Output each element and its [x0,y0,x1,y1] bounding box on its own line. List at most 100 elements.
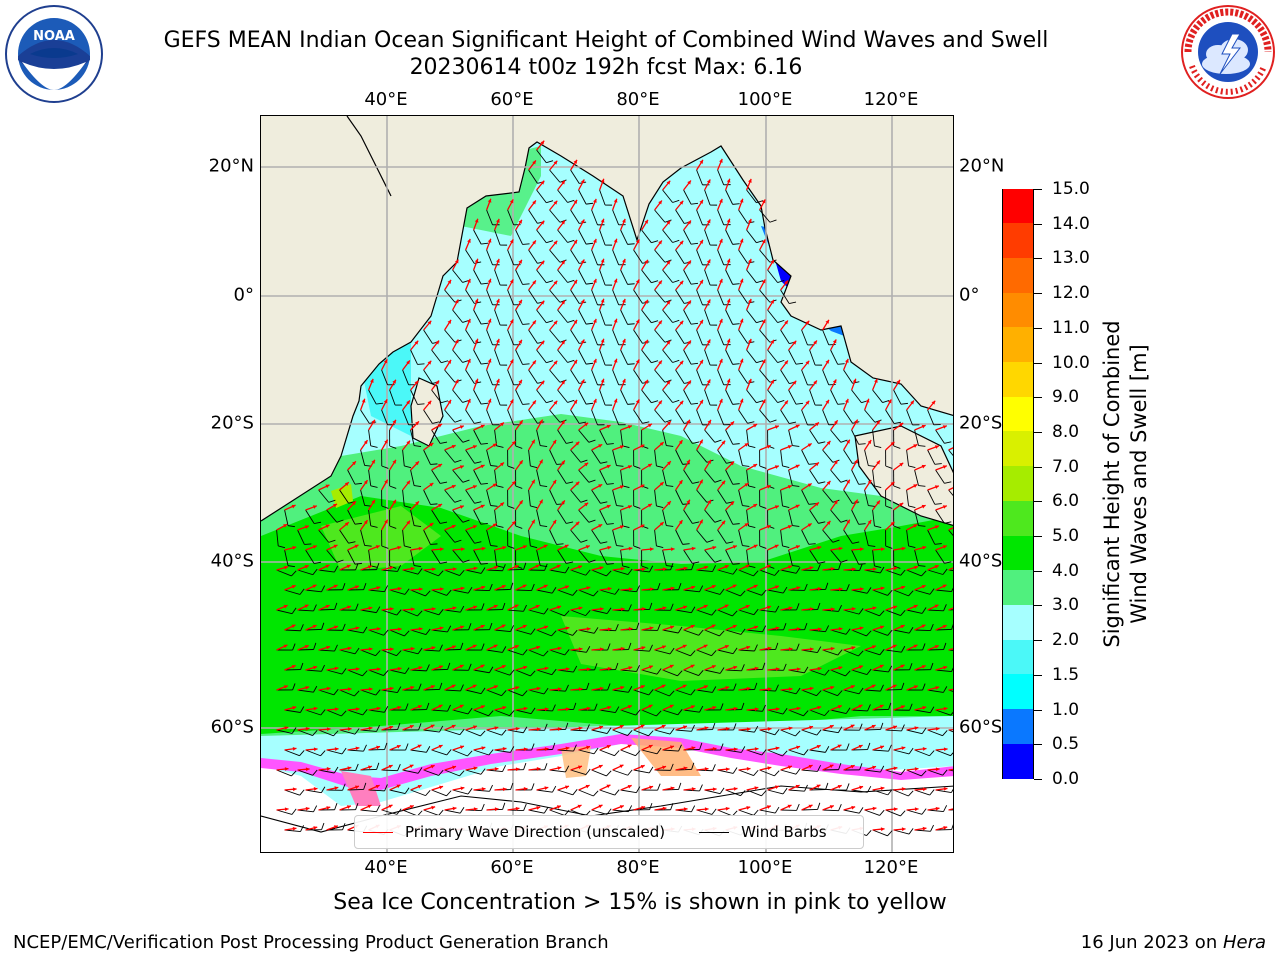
wave-arrow-head [406,480,411,485]
wind-barb-shaft [599,269,606,286]
wind-barb-flag [341,747,347,755]
wave-arrow-head [368,687,373,692]
wave-arrow-head [809,566,814,570]
wind-barb-flag [782,545,790,549]
wave-arrow-head [640,764,645,769]
wind-barb-shaft [851,389,862,403]
wind-barb-flag [546,200,554,204]
wind-barb-shaft [318,689,334,696]
wind-barb-shaft [297,689,314,693]
wind-barb-shaft [759,329,771,343]
wave-arrow-head [344,482,349,487]
wind-barb-flag [817,564,821,571]
wind-barb-flag [909,703,913,711]
wave-arrow-head [914,726,919,731]
wind-barb-shaft [368,549,372,566]
wind-barb-flag [370,525,378,528]
wind-barb-flag [530,628,536,635]
colorbar-tick-mark [1034,674,1042,676]
wind-barb-shaft [591,569,607,577]
wind-barb-flag [838,604,843,612]
wind-barb-flag [447,625,452,633]
wind-barb-shaft [452,789,469,795]
wind-barb-flag [858,608,864,615]
wind-barb-flag [446,749,452,756]
wave-arrow-head [509,239,514,244]
wind-barb-shaft [927,769,943,776]
wind-barb-flag [691,562,695,570]
wind-barb-shaft [473,749,489,756]
wind-barb-flag [564,610,570,617]
wind-barb-shaft [906,569,922,577]
wind-barb-flag [712,686,717,693]
wind-barb-shaft [641,669,658,675]
wave-arrow-head [496,378,500,383]
wave-arrow-head [283,685,288,689]
wave-arrow-head [355,785,359,790]
wind-barb-flag [859,723,863,731]
wave-arrow-head [876,460,880,465]
wind-barb-shaft [444,689,461,692]
wind-barb-shaft [948,449,953,457]
wind-barb-shaft [557,469,567,484]
wave-arrow-head [872,806,877,811]
wind-barb-shaft [507,329,515,345]
wind-barb-shaft [843,369,853,384]
wave-arrow-head [532,160,536,165]
x-tick-top: 40°E [364,89,408,110]
wind-barb-shaft [746,629,763,633]
wind-barb-shaft [578,229,587,245]
wind-barb-flag [840,559,848,563]
wind-barb-shaft [662,309,673,323]
wind-barb-shaft [423,729,440,733]
wave-arrow-head [578,765,582,770]
wave-arrow-head [544,625,549,630]
wind-barb-shaft [620,309,629,325]
wind-barb-flag [480,567,486,574]
wind-barb-shaft [297,609,314,612]
wind-barb-shaft [696,289,703,306]
wave-arrow-head [648,744,653,749]
wind-barb-shaft [528,329,538,344]
wind-barb-flag [488,666,494,673]
wind-barb-shaft [620,469,624,486]
wave-arrow-head [725,767,730,772]
colorbar-tick-mark [1034,640,1042,642]
wave-arrow-head [438,424,443,428]
x-tick-top: 60°E [490,89,534,110]
wind-barb-flag [885,505,893,509]
wind-barb-shaft [704,469,716,483]
wind-barb-shaft [780,689,797,695]
wind-barb-shaft [549,529,557,545]
wind-barb-shaft [326,549,338,563]
wind-barb-flag [657,623,661,631]
wave-arrow-head [719,398,723,403]
wave-arrow-head [459,664,464,669]
wind-barb-flag [287,525,296,528]
wave-arrow-head [313,826,318,830]
wind-barb-flag [586,682,590,690]
wind-barb-flag [355,763,359,771]
wind-barb-shaft [612,209,620,225]
wave-arrow-head [409,805,414,809]
wave-arrow-head [662,567,667,572]
wave-arrow-head [703,685,708,689]
wave-arrow-head [515,685,520,690]
wave-arrow-head [761,399,766,404]
wave-arrow-head [518,299,522,304]
wind-barb-shaft [935,709,951,716]
wind-barb-flag [454,539,462,543]
wave-arrow-head [561,300,565,305]
wind-barb-shaft [389,789,406,794]
wind-barb-flag [692,521,700,524]
wind-barb-shaft [620,709,636,716]
wind-barb-shaft [276,609,293,615]
wave-arrow-head [355,667,360,672]
wind-barb-shaft [465,329,475,344]
wind-barb-shaft [528,609,545,615]
wind-barb-shaft [305,589,322,593]
wave-arrow-head [935,686,940,690]
wave-arrow-head [494,726,499,730]
wave-arrow-head [901,787,906,791]
wave-arrow-head [599,725,604,730]
